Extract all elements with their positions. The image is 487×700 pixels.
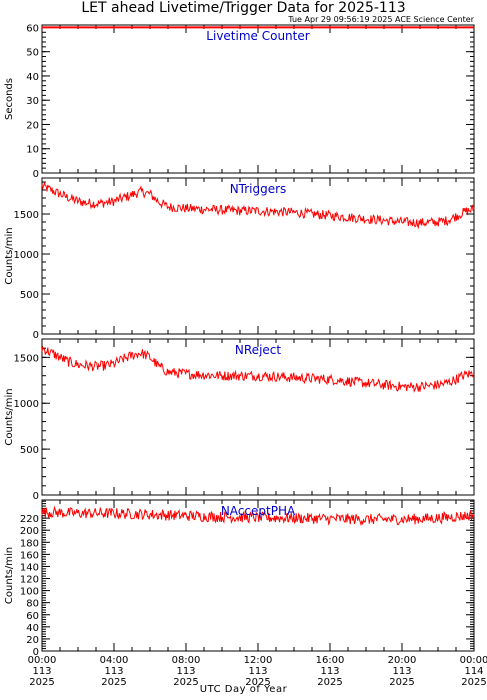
panel-2: 0 500 1000 1500 Counts/min NTriggers (4, 177, 475, 341)
series-line (41, 345, 474, 393)
panel-3: 0 500 1000 1500 Counts/min NReject (4, 338, 475, 502)
y-tick-label: 160 (20, 550, 39, 561)
x-tick-doy: 113 (176, 666, 195, 677)
y-tick-label: 20 (26, 120, 39, 131)
y-tick-label: 40 (26, 623, 39, 634)
panel-title: NAcceptPHA (221, 504, 296, 518)
y-tick-label: 10 (26, 145, 39, 156)
series-line (41, 182, 475, 230)
page-title: LET ahead Livetime/Trigger Data for 2025… (81, 0, 406, 16)
y-tick-label: 30 (26, 96, 39, 107)
x-tick-doy: 114 (464, 666, 483, 677)
x-tick-time: 04:00 (100, 655, 129, 666)
y-tick-label: 50 (26, 48, 39, 59)
y-axis-label: Counts/min (4, 547, 15, 604)
x-tick-year: 2025 (461, 677, 486, 688)
x-tick-year: 2025 (245, 677, 270, 688)
y-axis-label: Counts/min (4, 227, 15, 284)
y-tick-label: 1500 (14, 210, 39, 221)
panel-title: NTriggers (230, 182, 287, 196)
x-tick-time: 00:00 (28, 655, 57, 666)
y-tick-label: 20 (26, 635, 39, 646)
y-tick-label: 220 (20, 514, 39, 525)
panel-title: Livetime Counter (206, 29, 309, 43)
y-tick-label: 0 (33, 647, 39, 658)
x-tick-time: 20:00 (388, 655, 417, 666)
x-tick-doy: 113 (320, 666, 339, 677)
y-tick-label: 100 (20, 587, 39, 598)
y-tick-label: 40 (26, 72, 39, 83)
y-axis-label: Seconds (4, 78, 15, 120)
y-tick-label: 1000 (14, 250, 39, 261)
y-tick-label: 0 (33, 330, 39, 341)
x-tick-year: 2025 (173, 677, 198, 688)
x-tick-year: 2025 (389, 677, 414, 688)
x-tick-doy: 113 (392, 666, 411, 677)
y-tick-label: 500 (20, 445, 39, 456)
page-subtitle: Tue Apr 29 09:56:19 2025 ACE Science Cen… (288, 15, 474, 24)
x-tick-time: 12:00 (244, 655, 273, 666)
y-tick-label: 0 (33, 169, 39, 180)
x-tick-doy: 113 (32, 666, 51, 677)
y-tick-label: 1500 (14, 353, 39, 364)
x-tick-doy: 113 (248, 666, 267, 677)
x-tick-time: 00:00 (460, 655, 487, 666)
x-tick-time: 16:00 (316, 655, 345, 666)
x-tick-time: 08:00 (172, 655, 201, 666)
panel-title: NReject (235, 343, 281, 357)
x-tick-doy: 113 (104, 666, 123, 677)
panel-frame (41, 24, 475, 174)
y-tick-label: 60 (26, 611, 39, 622)
panel-frame (41, 499, 475, 652)
y-tick-label: 0 (33, 491, 39, 502)
y-tick-label: 200 (20, 526, 39, 537)
y-axis-label: Counts/min (4, 388, 15, 445)
x-axis-label: UTC Day of Year (199, 684, 288, 695)
series-line (41, 505, 475, 527)
y-tick-label: 180 (20, 538, 39, 549)
y-tick-label: 80 (26, 599, 39, 610)
x-tick-year: 2025 (101, 677, 126, 688)
x-tick-year: 2025 (29, 677, 54, 688)
panel-1: 0 10 20 30 40 50 60 Seconds Livetime Counter (4, 23, 475, 180)
y-tick-label: 120 (20, 575, 39, 586)
y-tick-label: 60 (26, 23, 39, 34)
y-tick-label: 500 (20, 290, 39, 301)
y-tick-label: 1000 (14, 399, 39, 410)
y-tick-label: 140 (20, 562, 39, 573)
x-tick-year: 2025 (317, 677, 342, 688)
